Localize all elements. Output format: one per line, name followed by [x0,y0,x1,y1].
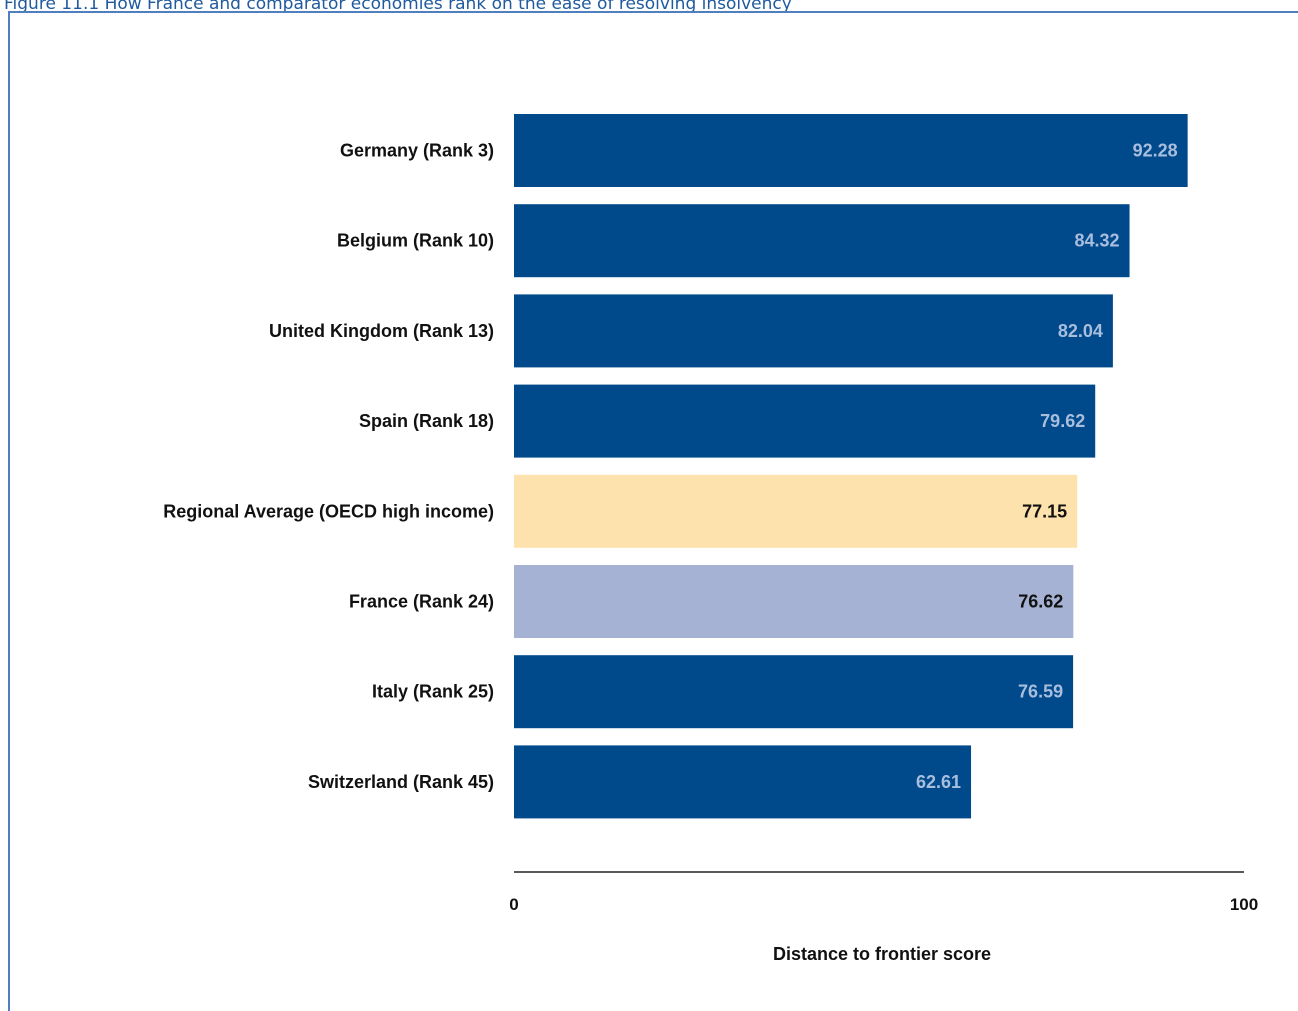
bar [514,474,1078,548]
x-axis-ticks: 0 100 [509,895,1258,914]
x-tick-label: 0 [509,895,518,914]
bar [514,114,1188,187]
bar-group: Germany (Rank 3) 92.28 [340,114,1188,187]
category-label: Italy (Rank 25) [372,682,494,702]
bar [514,384,1096,458]
value-label: 76.62 [1018,592,1063,612]
x-axis-title: Distance to frontier score [773,944,991,964]
bar-group: Belgium (Rank 10) 84.32 [337,204,1130,278]
value-label: 92.28 [1133,141,1178,161]
category-label: Switzerland (Rank 45) [308,772,494,792]
value-label: 84.32 [1074,231,1119,251]
bar-group: France (Rank 24) 76.62 [349,565,1074,638]
value-label: 76.59 [1018,682,1063,702]
bar-group: Regional Average (OECD high income) 77.15 [163,474,1078,548]
bars: Germany (Rank 3) 92.28 Belgium (Rank 10) 84… [163,114,1188,819]
category-label: Spain (Rank 18) [359,411,494,431]
category-label: United Kingdom (Rank 13) [269,321,494,341]
bar [514,294,1113,368]
bar-group: Italy (Rank 25) 76.59 [372,655,1074,729]
bar-group: Spain (Rank 18) 79.62 [359,384,1096,458]
category-label: Regional Average (OECD high income) [163,501,494,521]
bar [514,655,1074,729]
bar-group: United Kingdom (Rank 13) 82.04 [269,294,1113,368]
bar-group: Switzerland (Rank 45) 62.61 [308,745,972,819]
category-label: France (Rank 24) [349,592,494,612]
bar [514,204,1130,278]
category-label: Germany (Rank 3) [340,141,494,161]
figure-title: Figure 11.1 How France and comparator ec… [4,0,792,14]
bar [514,565,1074,638]
value-label: 77.15 [1022,501,1067,521]
figure-frame [8,11,1298,1011]
category-label: Belgium (Rank 10) [337,231,494,251]
value-label: 82.04 [1058,321,1103,341]
value-label: 62.61 [916,772,961,792]
bar [514,745,972,819]
x-tick-label: 100 [1230,895,1258,914]
value-label: 79.62 [1040,411,1085,431]
